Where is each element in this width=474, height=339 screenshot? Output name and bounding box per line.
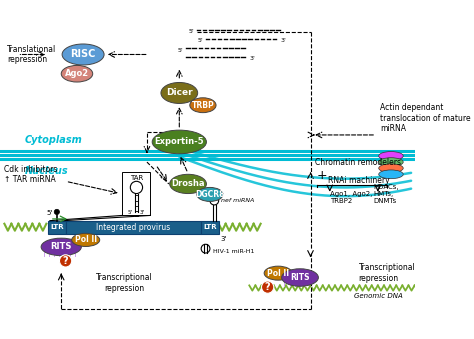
Ellipse shape bbox=[72, 233, 100, 246]
Text: 5': 5' bbox=[128, 210, 133, 215]
Ellipse shape bbox=[282, 269, 319, 286]
Text: HDACs,
HMTs,
DNMTs: HDACs, HMTs, DNMTs bbox=[374, 183, 399, 203]
Text: 5': 5' bbox=[197, 38, 203, 43]
Text: HIV-1 miR-H1: HIV-1 miR-H1 bbox=[212, 249, 254, 254]
Text: Nucleus: Nucleus bbox=[25, 165, 68, 176]
Ellipse shape bbox=[197, 187, 223, 201]
Text: ?: ? bbox=[265, 282, 271, 292]
Text: 3': 3' bbox=[249, 56, 255, 61]
Ellipse shape bbox=[152, 130, 206, 154]
Ellipse shape bbox=[264, 266, 292, 280]
Text: Translational
repression: Translational repression bbox=[7, 45, 56, 64]
Text: RITS: RITS bbox=[51, 242, 72, 252]
Text: 3': 3' bbox=[140, 210, 145, 215]
Text: LTR: LTR bbox=[50, 224, 64, 230]
Text: TAR: TAR bbox=[130, 175, 143, 181]
Text: Transcriptional
repression: Transcriptional repression bbox=[359, 263, 415, 283]
Bar bbox=[65, 221, 201, 234]
Ellipse shape bbox=[41, 238, 82, 256]
Text: Pol II: Pol II bbox=[267, 268, 289, 278]
Ellipse shape bbox=[161, 82, 198, 103]
Text: DGCR8: DGCR8 bbox=[195, 190, 225, 199]
Text: Ago2: Ago2 bbox=[65, 69, 89, 78]
Text: 3': 3' bbox=[220, 236, 227, 242]
Text: Pol II: Pol II bbox=[74, 235, 97, 244]
Text: LTR: LTR bbox=[203, 224, 217, 230]
Ellipse shape bbox=[62, 44, 104, 65]
Ellipse shape bbox=[379, 152, 403, 160]
Text: RISC: RISC bbox=[71, 49, 96, 59]
Ellipse shape bbox=[379, 158, 403, 166]
Text: ?: ? bbox=[63, 256, 68, 266]
Text: Cdk inhibitors
↑ TAR miRNA: Cdk inhibitors ↑ TAR miRNA bbox=[4, 165, 58, 184]
Text: +: + bbox=[317, 169, 327, 182]
Circle shape bbox=[54, 209, 59, 215]
Ellipse shape bbox=[190, 98, 216, 113]
Text: Dicer: Dicer bbox=[166, 88, 192, 98]
Ellipse shape bbox=[170, 174, 206, 194]
Text: Drosha: Drosha bbox=[171, 179, 205, 188]
Text: Chromatin remodelers: Chromatin remodelers bbox=[315, 158, 401, 167]
Ellipse shape bbox=[61, 65, 93, 82]
Text: RNAi machinery: RNAi machinery bbox=[328, 176, 390, 185]
Bar bbox=[48, 221, 65, 234]
Text: 3': 3' bbox=[281, 38, 287, 43]
Text: 5': 5' bbox=[46, 210, 53, 216]
Text: Cytoplasm: Cytoplasm bbox=[25, 135, 82, 144]
Text: RITS: RITS bbox=[290, 273, 310, 282]
Text: 5': 5' bbox=[189, 29, 194, 34]
Text: TRBP: TRBP bbox=[191, 101, 214, 110]
Text: Actin dependant
translocation of mature
miRNA: Actin dependant translocation of mature … bbox=[381, 103, 471, 133]
Bar bbox=[201, 221, 219, 234]
Ellipse shape bbox=[379, 164, 403, 173]
Text: Genomic DNA: Genomic DNA bbox=[354, 293, 402, 299]
Text: Integrated provirus: Integrated provirus bbox=[96, 223, 171, 232]
Text: Transcriptional
repression: Transcriptional repression bbox=[96, 273, 153, 293]
Circle shape bbox=[59, 255, 72, 267]
Text: 5': 5' bbox=[178, 47, 184, 53]
Text: Exportin-5: Exportin-5 bbox=[155, 137, 204, 146]
Text: Ago1, Ago2,
TRBP2: Ago1, Ago2, TRBP2 bbox=[330, 192, 372, 204]
Circle shape bbox=[262, 281, 274, 293]
Ellipse shape bbox=[379, 170, 403, 179]
Text: nef miRNA: nef miRNA bbox=[221, 198, 255, 203]
Bar bbox=[122, 172, 150, 215]
